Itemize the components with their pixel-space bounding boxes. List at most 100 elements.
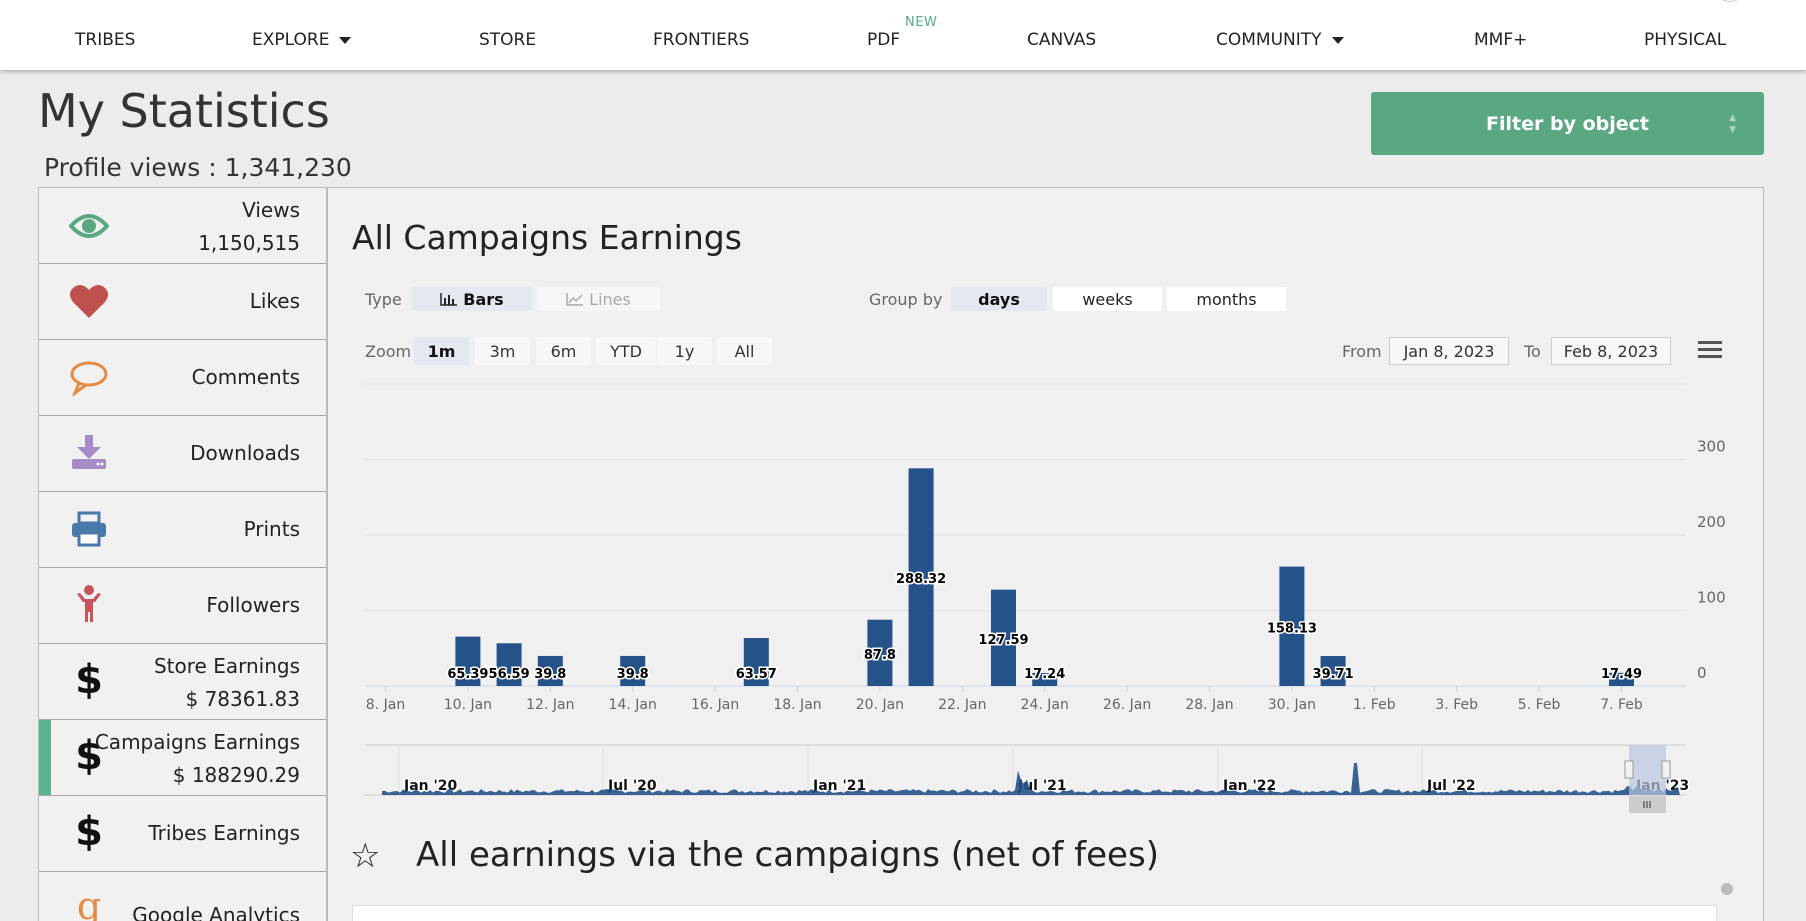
- chart-title: All Campaigns Earnings: [352, 218, 742, 257]
- zoom-6m-button[interactable]: 6m: [536, 337, 591, 365]
- zoom-1m-button[interactable]: 1m: [414, 337, 469, 365]
- nav-physical[interactable]: PHYSICAL: [1644, 30, 1726, 50]
- bar-chart-icon: [440, 293, 458, 306]
- nav-label: FRONTIERS: [653, 30, 750, 50]
- nav-label: STORE: [479, 30, 537, 50]
- nav-label: TRIBES: [75, 30, 136, 50]
- earnings-table: [352, 905, 1717, 921]
- zoom-label-text: 1m: [427, 341, 456, 361]
- sidebar-item-views[interactable]: Views 1,150,515: [39, 188, 326, 264]
- sidebar-item-comments[interactable]: Comments: [39, 340, 326, 416]
- nav-label: PDF: [867, 30, 901, 50]
- filter-by-object-select[interactable]: Filter by object ▲ ▼: [1371, 92, 1764, 155]
- type-lines-button[interactable]: Lines: [537, 287, 660, 311]
- sidebar-item-label: Likes: [249, 289, 300, 313]
- caret-down-icon: [339, 36, 352, 44]
- download-icon: [69, 432, 109, 472]
- nav-mmf-plus[interactable]: MMF+: [1474, 30, 1527, 50]
- stats-sidebar: Views 1,150,515 Likes Comments Downloads…: [38, 187, 327, 921]
- heart-icon: [69, 281, 109, 321]
- star-icon[interactable]: ☆: [350, 836, 381, 876]
- type-bars-label: Bars: [463, 289, 504, 309]
- top-navigation: TRIBES EXPLORE STORE FRONTIERS PDF NEW C…: [0, 0, 1806, 70]
- nav-label: PHYSICAL: [1644, 30, 1727, 50]
- profile-views: Profile views : 1,341,230: [44, 153, 352, 182]
- dollar-icon: $: [75, 657, 103, 703]
- eye-icon: [69, 206, 109, 246]
- nav-label: EXPLORE: [252, 30, 330, 50]
- group-months-label: months: [1196, 289, 1257, 309]
- sidebar-item-value: $ 78361.83: [185, 687, 300, 711]
- sidebar-item-label: Campaigns Earnings: [94, 730, 300, 754]
- line-chart-icon: [566, 293, 584, 306]
- nav-label: COMMUNITY: [1216, 30, 1322, 50]
- nav-store[interactable]: STORE: [479, 30, 536, 50]
- avatar[interactable]: [1715, 0, 1745, 2]
- sidebar-item-label: Followers: [206, 593, 300, 617]
- sidebar-item-label: Views: [242, 198, 300, 222]
- group-weeks-label: weeks: [1082, 289, 1133, 309]
- to-label: To: [1524, 342, 1541, 361]
- from-date-input[interactable]: Jan 8, 2023: [1389, 337, 1509, 365]
- sidebar-item-label: Prints: [243, 517, 300, 541]
- zoom-3m-button[interactable]: 3m: [475, 337, 530, 365]
- zoom-label-text: 1y: [674, 341, 695, 361]
- nav-community[interactable]: COMMUNITY: [1216, 30, 1344, 50]
- group-months-button[interactable]: months: [1167, 287, 1286, 311]
- sidebar-item-tribes-earnings[interactable]: $ Tribes Earnings: [39, 796, 326, 872]
- sidebar-item-value: 1,150,515: [198, 231, 300, 255]
- nav-explore[interactable]: EXPLORE: [252, 30, 352, 50]
- group-weeks-button[interactable]: weeks: [1053, 287, 1162, 311]
- from-date-value: Jan 8, 2023: [1403, 341, 1495, 361]
- page-title: My Statistics: [38, 84, 330, 138]
- sidebar-item-value: $ 188290.29: [172, 763, 300, 787]
- nav-label: CANVAS: [1027, 30, 1097, 50]
- type-bars-button[interactable]: Bars: [412, 287, 532, 311]
- sidebar-item-campaigns-earnings[interactable]: $ Campaigns Earnings $ 188290.29: [39, 720, 326, 796]
- printer-icon: [69, 509, 109, 549]
- dollar-icon: $: [75, 809, 103, 855]
- comment-icon: [69, 358, 109, 398]
- zoom-ytd-button[interactable]: YTD: [596, 337, 656, 365]
- nav-pdf[interactable]: PDF: [867, 30, 900, 50]
- chart-menu-icon[interactable]: [1698, 341, 1722, 363]
- nav-frontiers[interactable]: FRONTIERS: [653, 30, 749, 50]
- group-by-label: Group by: [869, 290, 943, 309]
- sidebar-item-downloads[interactable]: Downloads: [39, 416, 326, 492]
- zoom-1y-button[interactable]: 1y: [657, 337, 712, 365]
- zoom-label-text: 6m: [550, 341, 577, 361]
- section-title: All earnings via the campaigns (net of f…: [416, 835, 1159, 875]
- type-lines-label: Lines: [589, 289, 631, 309]
- sidebar-item-google-analytics[interactable]: g Google Analytics: [39, 872, 326, 921]
- sidebar-item-label: Store Earnings: [153, 654, 300, 678]
- sidebar-item-store-earnings[interactable]: $ Store Earnings $ 78361.83: [39, 644, 326, 720]
- sidebar-item-followers[interactable]: Followers: [39, 568, 326, 644]
- zoom-label-text: All: [734, 341, 755, 361]
- sidebar-item-label: Comments: [191, 365, 300, 389]
- zoom-label: Zoom: [365, 342, 412, 361]
- sidebar-item-likes[interactable]: Likes: [39, 264, 326, 340]
- google-icon: g: [76, 884, 102, 921]
- nav-canvas[interactable]: CANVAS: [1027, 30, 1096, 50]
- sidebar-item-label: Downloads: [190, 441, 300, 465]
- type-label: Type: [365, 290, 402, 309]
- from-label: From: [1342, 342, 1382, 361]
- group-days-button[interactable]: days: [951, 287, 1047, 311]
- zoom-label-text: 3m: [489, 341, 516, 361]
- filter-label: Filter by object: [1486, 112, 1649, 135]
- sidebar-item-prints[interactable]: Prints: [39, 492, 326, 568]
- person-icon: [69, 584, 109, 624]
- to-date-value: Feb 8, 2023: [1563, 341, 1659, 361]
- sidebar-item-label: Google Analytics: [132, 903, 300, 921]
- sidebar-item-label: Tribes Earnings: [148, 821, 300, 845]
- nav-label: MMF+: [1474, 30, 1528, 50]
- scroll-indicator[interactable]: [1721, 883, 1733, 895]
- nav-tribes[interactable]: TRIBES: [75, 30, 135, 50]
- group-days-label: days: [978, 289, 1020, 309]
- to-date-input[interactable]: Feb 8, 2023: [1551, 337, 1671, 365]
- new-badge: NEW: [905, 15, 938, 30]
- zoom-all-button[interactable]: All: [717, 337, 772, 365]
- dollar-icon: $: [75, 733, 103, 779]
- select-arrows-icon: ▲ ▼: [1729, 113, 1736, 135]
- caret-down-icon: [1331, 36, 1344, 44]
